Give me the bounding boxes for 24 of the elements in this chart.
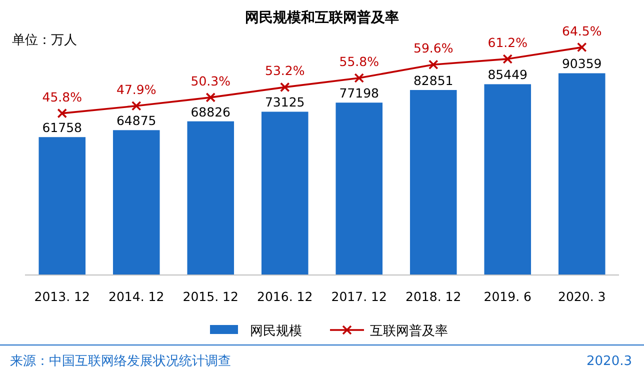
source-note: 来源：中国互联网络发展状况统计调查 <box>10 354 231 369</box>
x-tick-label: 2015. 12 <box>182 289 238 304</box>
legend-label: 互联网普及率 <box>370 323 448 339</box>
bar <box>261 112 308 275</box>
x-tick-label: 2016. 12 <box>257 289 313 304</box>
bar <box>112 130 160 275</box>
x-tick-label: 2013. 12 <box>34 289 90 304</box>
data-label: 61758 <box>42 120 82 136</box>
bar <box>187 121 234 275</box>
x-tick-label: 2019. 6 <box>484 289 532 304</box>
y-axis-title: 单位：万人 <box>12 33 77 48</box>
data-label: 64.5% <box>562 23 602 38</box>
x-tick-label: 2018. 12 <box>406 289 462 304</box>
x-tick-label: 2020. 3 <box>558 289 606 304</box>
text: 2020.3 <box>586 354 632 369</box>
bar <box>484 84 532 275</box>
x-tick-label: 2014. 12 <box>108 289 164 304</box>
bar <box>558 73 606 275</box>
bar <box>38 137 86 275</box>
x-tick-label: 2017. 12 <box>331 289 387 304</box>
bar <box>410 90 457 275</box>
chart-title: 网民规模和互联网普及率 <box>245 9 399 26</box>
legend-label: 网民规模 <box>250 324 302 339</box>
bar <box>336 102 383 275</box>
